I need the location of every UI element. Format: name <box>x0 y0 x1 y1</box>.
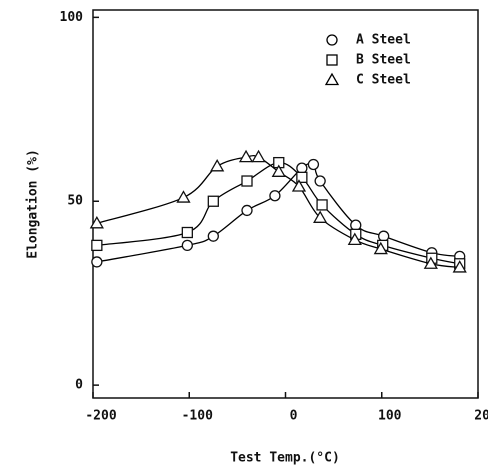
legend-label: B Steel <box>356 53 411 68</box>
marker-square <box>241 175 253 187</box>
marker-circle <box>269 190 281 202</box>
series-line <box>96 162 460 263</box>
x-tick-label: -200 <box>85 409 116 424</box>
marker-square <box>181 226 193 239</box>
marker-square <box>91 239 103 252</box>
marker-circle <box>326 34 338 46</box>
legend-label: A Steel <box>356 33 411 48</box>
marker-circle <box>91 256 103 268</box>
marker-triangle <box>271 164 286 177</box>
x-tick-label: -100 <box>182 409 213 424</box>
marker-square <box>316 199 328 211</box>
marker-triangle <box>210 158 225 172</box>
marker-triangle <box>313 210 328 223</box>
marker-triangle <box>89 215 104 229</box>
marker-square <box>296 171 308 183</box>
marker-circle <box>350 219 362 231</box>
x-tick-label: 200 <box>474 409 488 424</box>
marker-triangle <box>423 256 438 269</box>
plot-frame <box>92 9 479 399</box>
marker-circle <box>307 158 320 171</box>
marker-triangle <box>324 72 340 86</box>
y-tick-label: 50 <box>67 194 83 209</box>
marker-circle <box>181 239 193 252</box>
marker-triangle <box>238 149 254 163</box>
marker-circle <box>378 230 390 242</box>
marker-triangle <box>176 190 191 203</box>
marker-circle <box>314 175 326 187</box>
legend-label: C Steel <box>356 73 411 88</box>
marker-square <box>326 54 338 66</box>
marker-square <box>207 195 219 207</box>
x-axis-label: Test Temp.(°C) <box>230 451 340 466</box>
marker-triangle <box>291 179 307 192</box>
marker-circle <box>207 230 219 242</box>
series-line <box>96 161 460 265</box>
marker-triangle <box>251 149 266 163</box>
x-tick-label: 0 <box>290 409 298 424</box>
marker-triangle <box>347 232 362 246</box>
marker-circle <box>241 204 253 217</box>
y-tick-label: 100 <box>60 10 84 25</box>
y-axis-label: Elongation (%) <box>26 149 41 259</box>
marker-circle <box>296 162 308 174</box>
marker-triangle <box>373 241 388 255</box>
marker-triangle <box>452 260 467 273</box>
x-tick-label: 100 <box>378 409 402 424</box>
y-tick-label: 0 <box>75 378 83 393</box>
